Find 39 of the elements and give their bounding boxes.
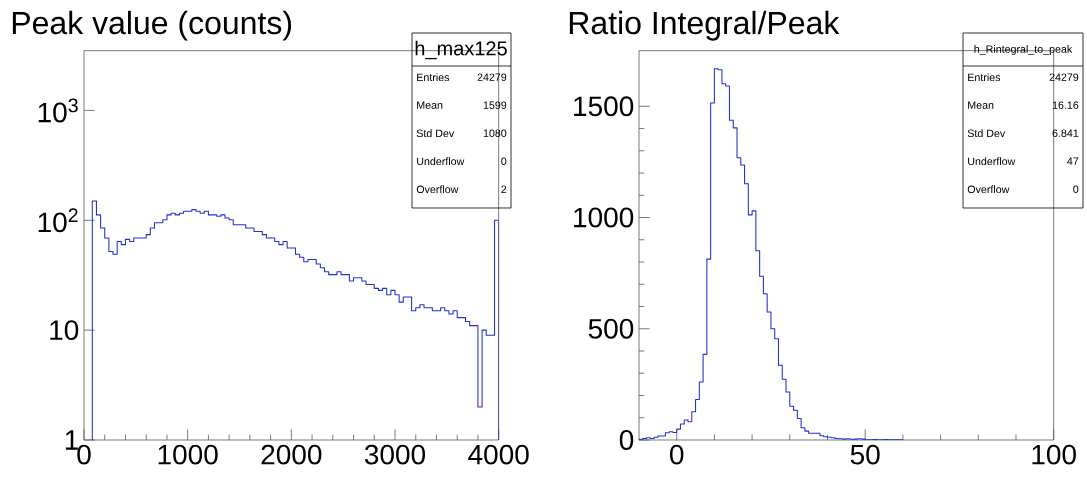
x-tick-label: 2000	[261, 444, 322, 465]
y-tick-label: 0	[619, 430, 634, 450]
annotation: Overflow	[416, 185, 459, 194]
annotation: Std Dev	[967, 129, 1006, 138]
annotation: Mean	[417, 101, 443, 109]
y-tick-label: 10	[50, 320, 79, 341]
x-tick-label: 0	[670, 444, 684, 465]
y-tick-label: 1000	[574, 207, 634, 228]
text: 47	[1067, 157, 1079, 165]
annotation: Underflow	[968, 157, 1016, 166]
y-tick-label: 1	[65, 430, 78, 450]
annotation: Mean	[968, 101, 994, 109]
chart-title: Peak value (counts)	[12, 10, 292, 41]
annotation: Entries	[417, 73, 450, 82]
y-tick-label: 10$^{3}$	[38, 98, 78, 123]
annotation: 1599	[483, 101, 507, 109]
annotation: h_Rintegral_to_peak	[974, 45, 1073, 55]
annotation: h_max125	[415, 40, 507, 60]
annotation: 6.841	[1052, 129, 1079, 137]
x-tick-label: 4000	[468, 444, 529, 465]
text: 0	[501, 157, 507, 165]
annotation: 24279	[477, 73, 507, 81]
annotation: Std Dev	[416, 129, 455, 138]
x-tick-label: 1000	[158, 444, 218, 465]
annotation: 16.16	[1052, 101, 1079, 109]
text: 0	[1073, 185, 1079, 193]
x-tick-label: 3000	[364, 444, 426, 465]
annotation: Overflow	[967, 185, 1010, 194]
annotation: Underflow	[417, 157, 465, 166]
annotation: 1080	[483, 129, 507, 137]
x-tick-label: 50	[850, 444, 880, 465]
annotation: 24279	[1049, 73, 1079, 81]
y-tick-label: 1500	[574, 96, 634, 117]
annotation: Entries	[968, 73, 1001, 82]
text: 2	[501, 185, 507, 193]
x-tick-label: 100	[1032, 444, 1076, 465]
y-tick-label: 500	[588, 318, 634, 339]
y-tick-label: 10$^{2}$	[38, 208, 78, 233]
chart-title: Ratio Integral/Peak	[569, 10, 840, 41]
